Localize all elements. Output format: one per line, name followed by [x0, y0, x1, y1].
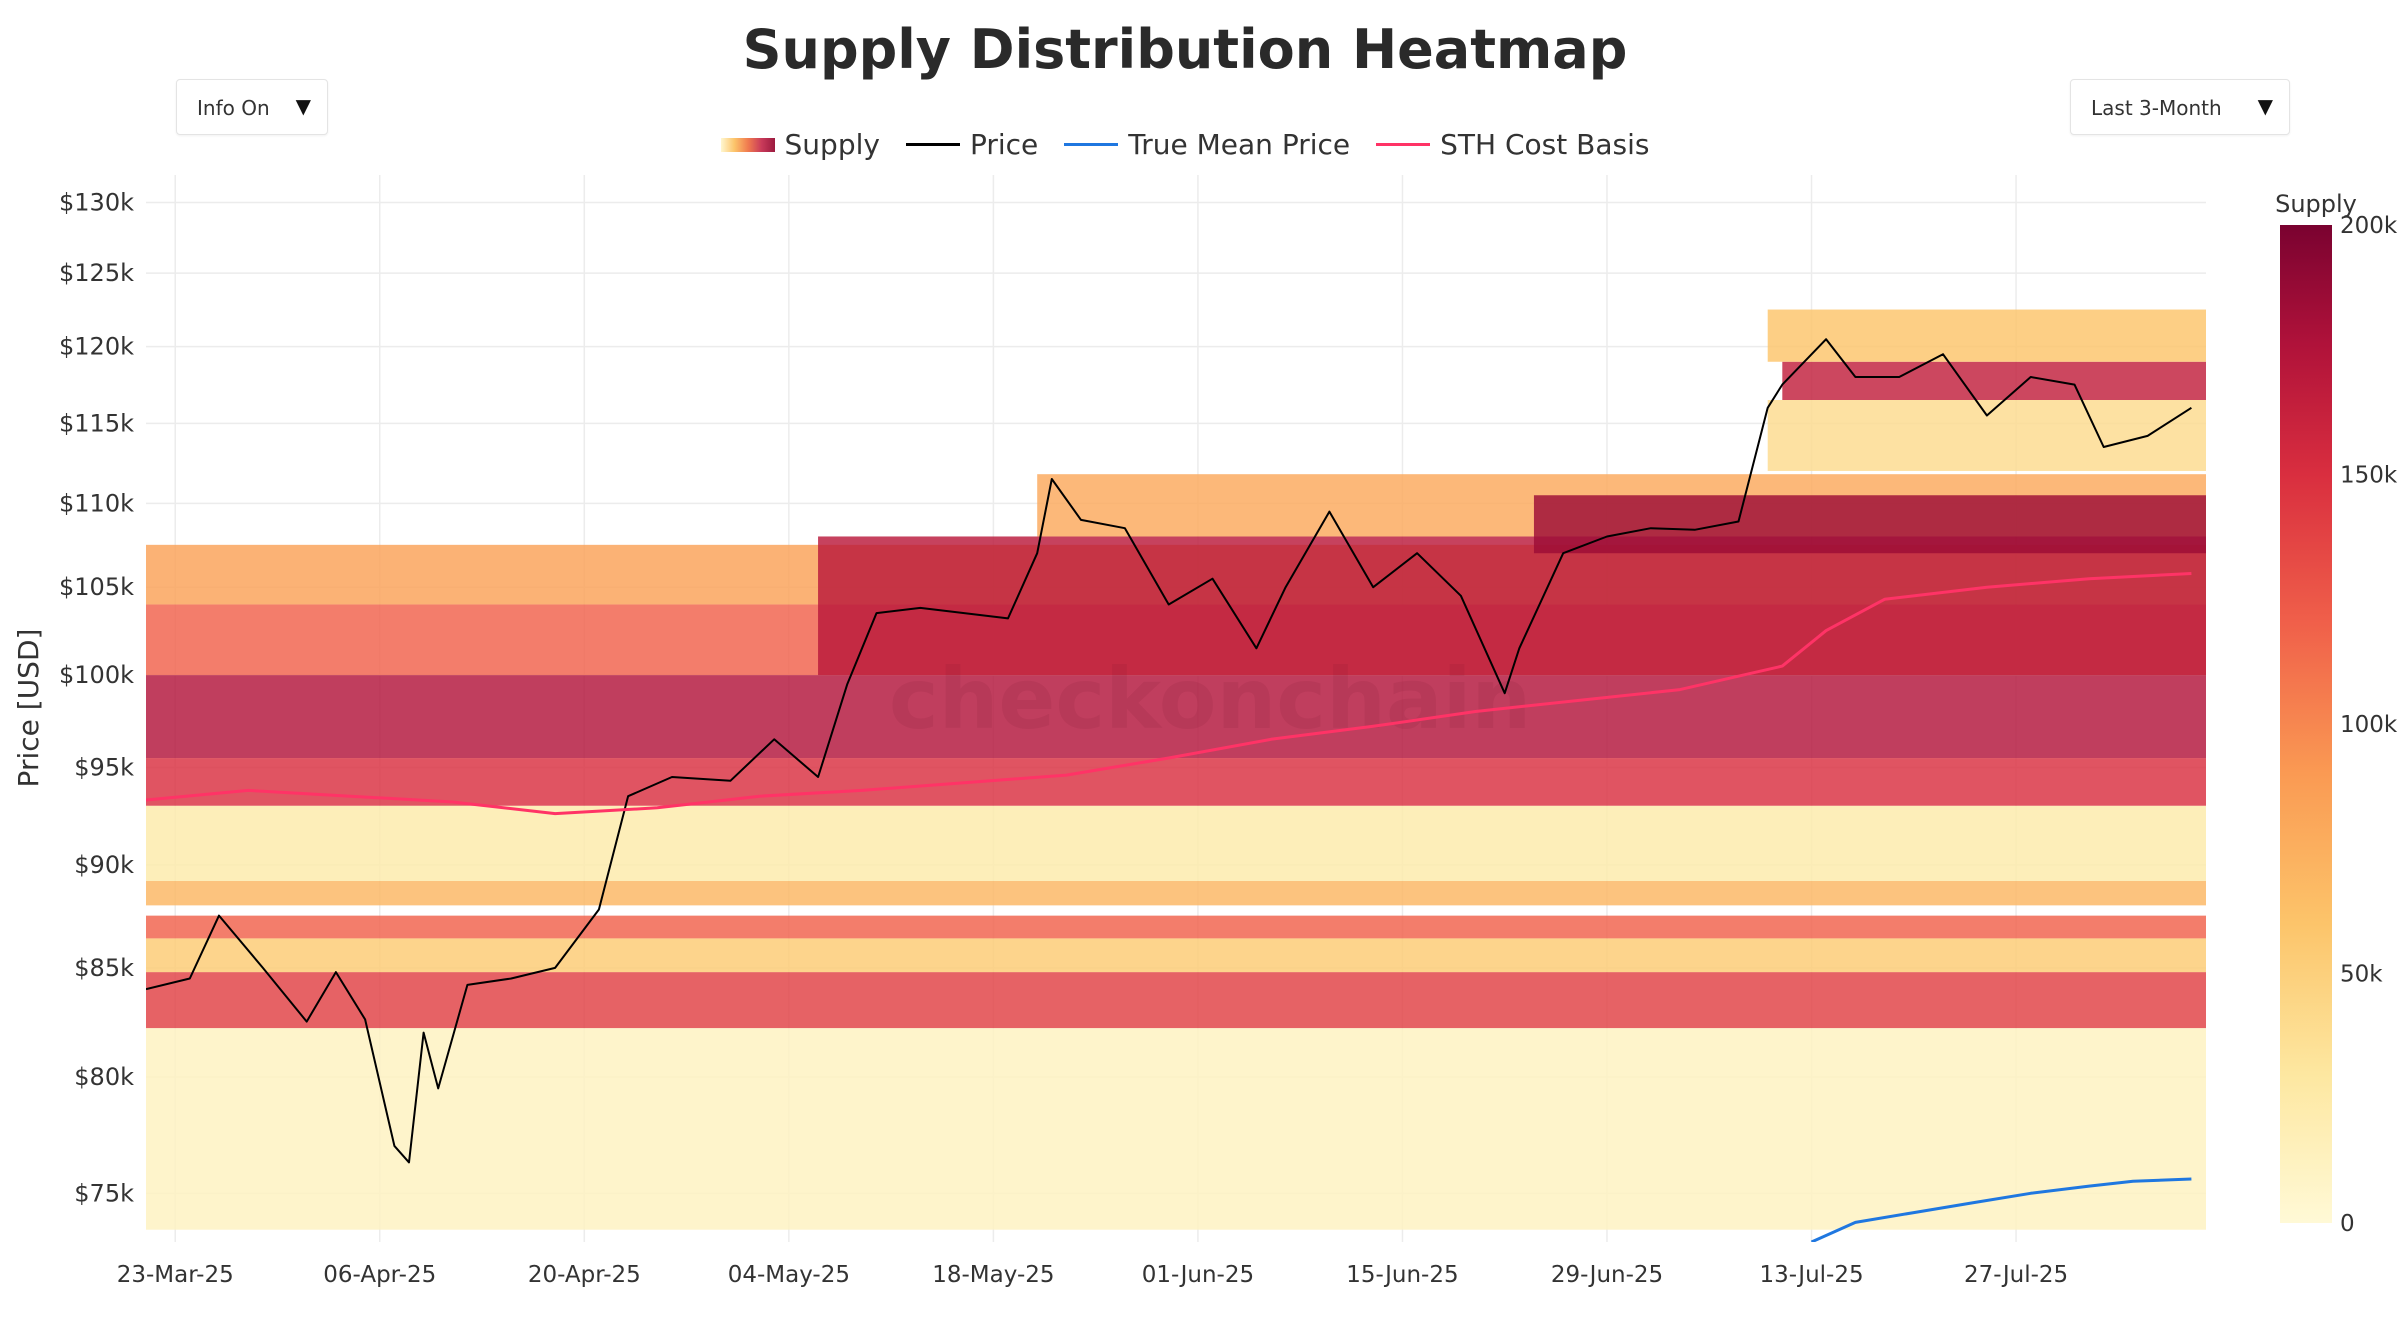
x-tick-label: 18-May-25 — [932, 1262, 1054, 1288]
legend-label-supply: Supply — [784, 128, 880, 161]
legend-label-sth: STH Cost Basis — [1440, 128, 1650, 161]
y-tick-label: $105k — [59, 573, 134, 601]
price-line-swatch — [905, 143, 960, 146]
supply-band — [146, 938, 2206, 973]
y-tick-label: $75k — [74, 1179, 134, 1207]
legend-item-true-mean[interactable]: True Mean Price — [1064, 128, 1350, 161]
series-line-true-mean-price — [1810, 1177, 2192, 1242]
info-toggle-dropdown[interactable]: Info On ▼ — [176, 79, 328, 135]
colorbar-tick-label: 200k — [2340, 213, 2398, 239]
supply-band — [1767, 400, 2206, 471]
x-tick-label: 06-Apr-25 — [323, 1262, 436, 1288]
x-tick-label: 01-Jun-25 — [1142, 1262, 1254, 1288]
supply-gradient-swatch — [720, 137, 775, 152]
colorbar-title: Supply — [2275, 190, 2357, 218]
series-line-price — [146, 338, 2192, 1164]
x-tick-label: 15-Jun-25 — [1346, 1262, 1458, 1288]
legend-label-true-mean: True Mean Price — [1128, 128, 1351, 161]
supply-band — [1782, 361, 2206, 401]
range-select-dropdown[interactable]: Last 3-Month ▼ — [2070, 79, 2290, 135]
x-axis: 23-Mar-25 06-Apr-25 20-Apr-25 04-May-25 18-M… — [117, 1262, 2068, 1288]
x-tick-label: 04-May-25 — [728, 1262, 850, 1288]
range-select-label: Last 3-Month — [2091, 96, 2222, 120]
chart-legend: Supply Price True Mean Price STH Cost Ba… — [0, 128, 2370, 161]
legend-item-supply[interactable]: Supply — [720, 128, 880, 161]
supply-band — [146, 805, 2206, 881]
y-axis-label: Price [USD] — [12, 629, 45, 788]
y-tick-label: $100k — [59, 661, 134, 689]
supply-band — [818, 536, 2206, 676]
watermark-text: checkonchain — [889, 650, 1531, 748]
page-title: Supply Distribution Heatmap — [742, 18, 1628, 81]
x-tick-label: 13-Jul-25 — [1759, 1262, 1863, 1288]
colorbar-tick-label: 50k — [2340, 962, 2383, 988]
legend-item-sth[interactable]: STH Cost Basis — [1376, 128, 1649, 161]
y-tick-label: $95k — [74, 754, 134, 782]
series-line-sth-cost-basis — [146, 572, 2192, 816]
supply-band — [146, 758, 2206, 806]
y-tick-label: $85k — [74, 954, 134, 982]
colorbar-gradient — [2280, 225, 2332, 1223]
y-tick-label: $80k — [74, 1063, 134, 1091]
chevron-down-icon: ▼ — [295, 94, 311, 118]
chevron-down-icon: ▼ — [2257, 94, 2273, 118]
supply-heat-bands — [146, 309, 2206, 1230]
supply-band — [146, 1028, 2206, 1230]
sth-line-swatch — [1376, 143, 1431, 146]
y-tick-label: $130k — [59, 189, 134, 217]
supply-band — [146, 880, 2206, 906]
colorbar-tick-label: 0 — [2340, 1211, 2355, 1237]
legend-label-price: Price — [969, 128, 1039, 161]
x-tick-label: 20-Apr-25 — [528, 1262, 641, 1288]
supply-band — [1533, 495, 2206, 554]
info-toggle-label: Info On — [197, 96, 270, 120]
true-mean-line-swatch — [1064, 143, 1119, 146]
y-tick-label: $110k — [59, 489, 134, 517]
y-tick-label: $90k — [74, 851, 134, 879]
x-tick-label: 29-Jun-25 — [1551, 1262, 1663, 1288]
x-tick-label: 23-Mar-25 — [117, 1262, 234, 1288]
supply-band — [146, 915, 2206, 939]
y-tick-label: $120k — [59, 333, 134, 361]
supply-band — [146, 675, 2206, 759]
x-tick-label: 27-Jul-25 — [1964, 1262, 2068, 1288]
series-lines — [146, 338, 2192, 1242]
legend-item-price[interactable]: Price — [905, 128, 1039, 161]
colorbar: Supply 0 50k 100k 150k 200k — [2275, 190, 2398, 1237]
y-tick-label: $125k — [59, 259, 134, 287]
colorbar-tick-label: 150k — [2340, 463, 2398, 489]
y-tick-label: $115k — [59, 409, 134, 437]
supply-band — [1767, 309, 2206, 362]
colorbar-tick-label: 100k — [2340, 712, 2398, 738]
y-axis: $75k $80k $85k $90k $95k $100k $105k $110k $115k… — [59, 189, 134, 1208]
supply-band — [146, 972, 2206, 1029]
